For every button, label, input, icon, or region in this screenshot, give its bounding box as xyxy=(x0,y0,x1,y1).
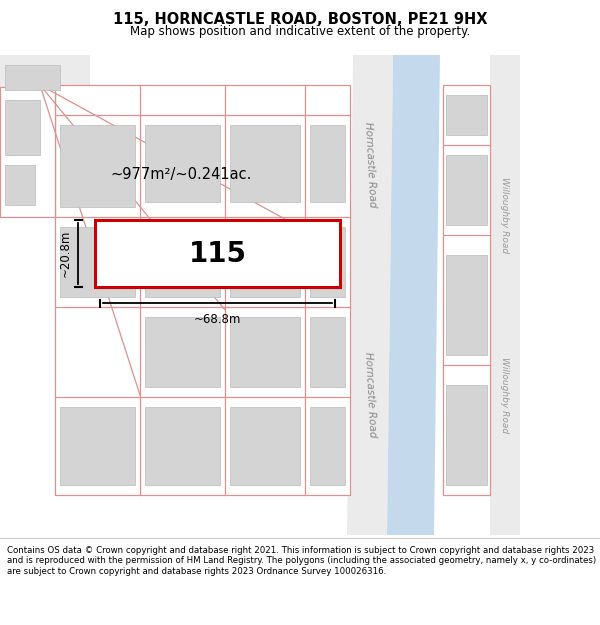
Text: Map shows position and indicative extent of the property.: Map shows position and indicative extent… xyxy=(130,26,470,39)
Bar xyxy=(95,220,340,287)
Bar xyxy=(230,125,300,202)
Bar xyxy=(60,125,135,207)
Text: ~20.8m: ~20.8m xyxy=(59,230,72,278)
Bar xyxy=(446,95,487,135)
Bar xyxy=(446,385,487,485)
Polygon shape xyxy=(490,55,520,535)
Bar xyxy=(310,407,345,485)
Polygon shape xyxy=(387,55,440,535)
Polygon shape xyxy=(347,55,393,535)
Bar xyxy=(60,407,135,485)
Text: ~977m²/~0.241ac.: ~977m²/~0.241ac. xyxy=(110,168,251,182)
Polygon shape xyxy=(0,87,55,217)
Bar xyxy=(310,125,345,202)
Text: Willoughby Road: Willoughby Road xyxy=(500,177,509,253)
Text: Horncastle Road: Horncastle Road xyxy=(363,122,377,208)
Bar xyxy=(310,227,345,297)
Text: 115, HORNCASTLE ROAD, BOSTON, PE21 9HX: 115, HORNCASTLE ROAD, BOSTON, PE21 9HX xyxy=(113,12,487,27)
Text: Horncastle Road: Horncastle Road xyxy=(363,352,377,438)
Bar xyxy=(145,125,220,202)
Text: 115: 115 xyxy=(188,239,247,268)
Bar xyxy=(5,165,35,205)
Bar xyxy=(5,100,40,155)
Bar xyxy=(55,85,350,495)
Bar xyxy=(310,317,345,387)
Bar xyxy=(60,227,135,297)
Bar xyxy=(446,255,487,355)
Bar xyxy=(443,85,490,495)
Bar xyxy=(5,65,60,90)
Text: ~68.8m: ~68.8m xyxy=(194,313,241,326)
Bar xyxy=(446,155,487,225)
Bar xyxy=(145,407,220,485)
Polygon shape xyxy=(0,55,90,115)
Text: Contains OS data © Crown copyright and database right 2021. This information is : Contains OS data © Crown copyright and d… xyxy=(7,546,596,576)
Bar xyxy=(230,227,300,297)
Bar xyxy=(230,407,300,485)
Bar xyxy=(230,317,300,387)
Text: Willoughby Road: Willoughby Road xyxy=(500,357,509,433)
Bar xyxy=(145,317,220,387)
Bar xyxy=(145,227,220,297)
